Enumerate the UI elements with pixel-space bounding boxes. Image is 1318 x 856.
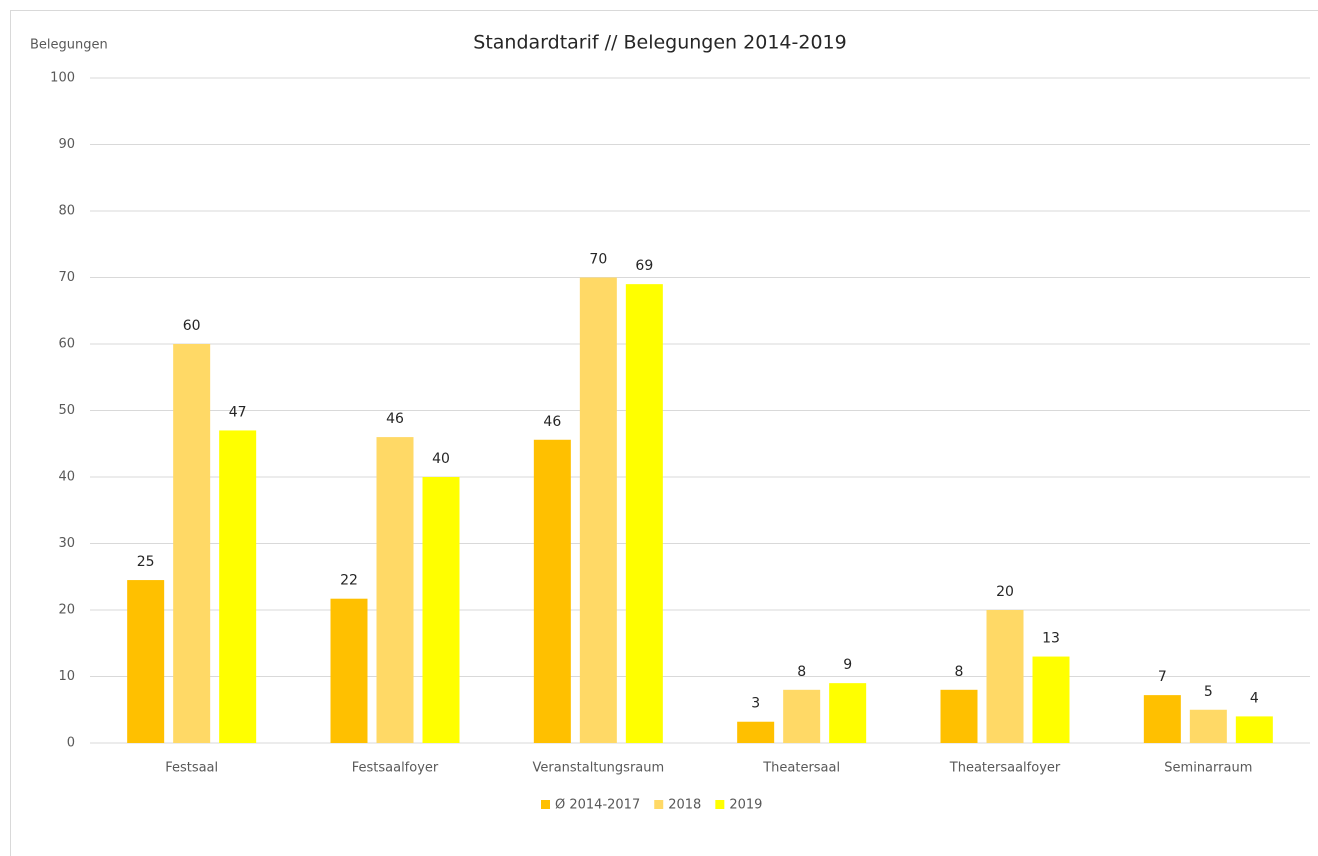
bar [940,689,978,743]
value-label: 60 [183,318,201,334]
legend-swatch [654,800,664,809]
x-tick-label: Veranstaltungsraum [532,761,664,776]
value-label: 46 [543,414,561,430]
chart-frame [10,10,1318,856]
value-label: 69 [635,258,653,274]
legend-label: 2019 [729,798,762,813]
value-label: 7 [1158,669,1167,685]
y-tick-label: 60 [58,337,75,352]
y-tick-label: 90 [58,137,75,152]
value-label: 9 [843,657,852,673]
bar [986,610,1024,743]
value-label: 70 [589,252,607,268]
y-tick-label: 20 [58,603,75,618]
value-label: 25 [137,554,155,570]
value-label: 4 [1250,690,1259,706]
value-label: 47 [229,404,247,420]
bar [737,721,775,743]
x-tick-label: Theatersaalfoyer [949,761,1061,776]
y-tick-label: 100 [50,71,75,86]
bar [533,439,571,743]
y-tick-label: 70 [58,270,75,285]
bar [127,580,165,743]
value-label: 8 [797,664,806,680]
bar [579,277,617,743]
bar [376,437,414,743]
y-axis-label: Belegungen [30,38,108,53]
value-label: 46 [386,411,404,427]
legend-swatch [715,800,725,809]
value-label: 3 [751,696,760,712]
bar [1235,716,1273,743]
value-label: 8 [955,664,964,680]
legend-swatch [541,800,550,809]
bar [783,689,821,743]
bar [1189,709,1227,743]
bar [422,477,460,743]
bar [330,598,368,743]
bar [1032,656,1070,743]
y-tick-label: 0 [67,736,75,751]
bar [173,344,211,743]
legend-label: Ø 2014-2017 [555,798,640,813]
value-label: 22 [340,573,358,589]
value-label: 40 [432,451,450,467]
y-tick-label: 10 [58,669,75,684]
x-tick-label: Seminarraum [1164,761,1252,776]
chart-title: Standardtarif // Belegungen 2014-2019 [473,32,846,54]
bar [1143,695,1181,743]
y-tick-label: 50 [58,403,75,418]
value-label: 13 [1042,631,1060,647]
bar [625,284,663,743]
y-tick-label: 80 [58,204,75,219]
x-tick-label: Festsaalfoyer [352,761,439,776]
y-tick-label: 40 [58,470,75,485]
x-tick-label: Festsaal [165,761,218,776]
value-label: 20 [996,584,1014,600]
x-tick-label: Theatersaal [762,761,840,776]
y-tick-label: 30 [58,536,75,551]
bar [219,430,257,743]
value-label: 5 [1204,684,1213,700]
legend-label: 2018 [668,798,701,813]
bar [829,683,867,743]
